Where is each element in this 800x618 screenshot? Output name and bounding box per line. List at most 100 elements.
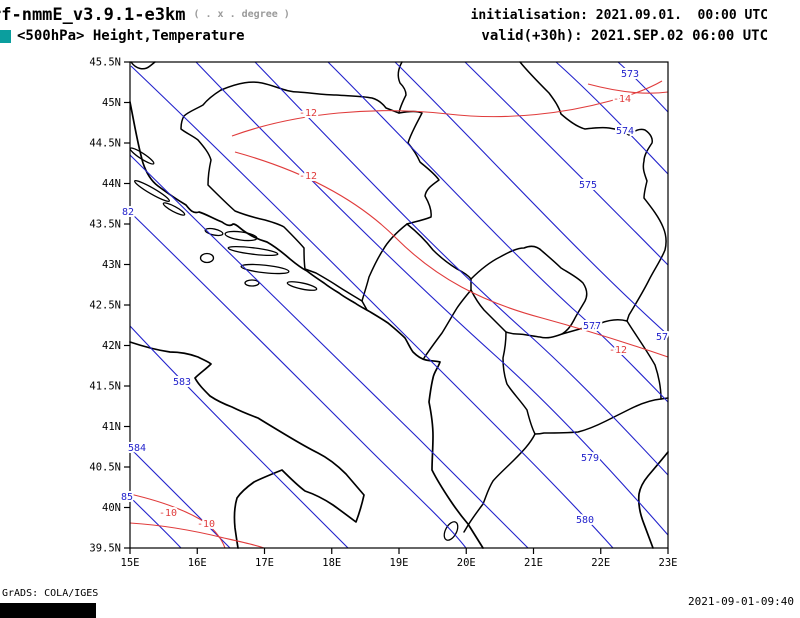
temp-contour-label: -10 bbox=[197, 519, 215, 530]
temperature-contours bbox=[129, 80, 669, 549]
grads-credit: GrADS: COLA/IGES bbox=[2, 588, 99, 599]
height-contour-573 bbox=[617, 61, 669, 113]
axes: 15E 16E 17E 18E 19E 20E 21E 22E 23E 45.5N 45N 44.5N… bbox=[89, 57, 677, 570]
height-contour-label: 584 bbox=[128, 443, 146, 454]
height-contour-582 bbox=[129, 211, 467, 549]
y-axis-tick-label: 45N bbox=[102, 97, 121, 109]
height-contour-577 bbox=[327, 61, 669, 403]
island bbox=[240, 263, 290, 275]
coastline-greece-thermaic-gulf bbox=[637, 451, 669, 549]
temp-contour--12-north bbox=[231, 80, 663, 137]
y-axis-tick-label: 45.5N bbox=[89, 57, 121, 69]
temp-contour--14 bbox=[587, 83, 669, 94]
border-croatia-serbia bbox=[397, 61, 407, 114]
border-serbia-romania-bulgaria bbox=[519, 61, 667, 322]
height-contour-label: 85 bbox=[121, 492, 133, 503]
y-axis-tick-label: 40N bbox=[102, 502, 121, 514]
temp-contour--10-b bbox=[129, 522, 265, 549]
height-contour-576 bbox=[394, 61, 669, 336]
border-montenegro-albania bbox=[423, 289, 472, 359]
border-montenegro-serbia bbox=[406, 223, 472, 280]
coastline-adriatic-east bbox=[129, 101, 484, 549]
y-axis-tick-label: 39.5N bbox=[89, 543, 121, 555]
island bbox=[162, 202, 186, 216]
temp-contour--10-a bbox=[129, 493, 226, 549]
field-title-line: <500hPa> Height,Temperature bbox=[0, 28, 245, 44]
island bbox=[204, 227, 224, 237]
x-axis-tick-label: 23E bbox=[659, 557, 678, 569]
x-axis-tick-label: 22E bbox=[591, 557, 610, 569]
height-contour-580 bbox=[130, 65, 614, 549]
y-axis-tick-label: 40.5N bbox=[89, 462, 121, 474]
x-axis-tick-label: 17E bbox=[255, 557, 274, 569]
height-contour-578 bbox=[254, 61, 669, 476]
y-axis-tick-label: 42N bbox=[102, 340, 121, 352]
y-axis-tick-label: 42.5N bbox=[89, 300, 121, 312]
border-bulgaria-macedonia bbox=[626, 320, 662, 400]
height-contour-label: 82 bbox=[122, 207, 134, 218]
x-axis-tick-label: 19E bbox=[390, 557, 409, 569]
height-contour-label: 574 bbox=[616, 126, 634, 137]
y-axis-tick-label: 43.5N bbox=[89, 219, 121, 231]
island bbox=[227, 245, 279, 257]
field-title: <500hPa> Height,Temperature bbox=[17, 28, 245, 44]
border-greece-albania bbox=[463, 433, 536, 533]
height-contour-label: 579 bbox=[581, 453, 599, 464]
border-slovenia-croatia bbox=[130, 61, 156, 70]
height-contour-583 bbox=[129, 325, 349, 549]
model-title: rf-nmmE_v3.9.1-e3km bbox=[0, 5, 186, 25]
creation-timestamp: 2021-09-01-09:40 bbox=[688, 595, 794, 608]
height-contour-label: 577 bbox=[583, 321, 601, 332]
height-contour-575 bbox=[464, 61, 669, 266]
y-axis-tick-label: 41N bbox=[102, 421, 121, 433]
border-albania-macedonia bbox=[502, 331, 536, 435]
initialisation-time: initialisation: 2021.09.01. 00:00 UTC bbox=[470, 8, 768, 23]
temp-contour--12-central bbox=[234, 151, 669, 358]
height-contour-label: 580 bbox=[576, 515, 594, 526]
temp-contour-label: -12 bbox=[299, 171, 317, 182]
height-contour-label: 57 bbox=[656, 332, 668, 343]
height-contour-579 bbox=[195, 61, 669, 536]
height-contours bbox=[129, 61, 669, 549]
island bbox=[224, 230, 258, 242]
y-axis-tick-label: 43N bbox=[102, 259, 121, 271]
border-greece-macedonia bbox=[534, 397, 669, 435]
border-kosovo-ring bbox=[470, 245, 588, 339]
border-serbia-macedonia bbox=[561, 318, 628, 335]
x-axis-tick-label: 18E bbox=[322, 557, 341, 569]
height-contour-label: 583 bbox=[173, 377, 191, 388]
x-axis-tick-label: 15E bbox=[121, 557, 140, 569]
height-contour-585 bbox=[129, 496, 182, 549]
island-corfu bbox=[443, 521, 459, 541]
teal-marker-square bbox=[0, 29, 11, 43]
coastline-italy bbox=[129, 341, 365, 549]
border-bosnia-montenegro bbox=[361, 223, 408, 302]
temp-contour-label: -12 bbox=[609, 345, 627, 356]
x-axis-tick-label: 16E bbox=[188, 557, 207, 569]
island bbox=[199, 252, 215, 264]
temp-contour-label: -14 bbox=[613, 94, 631, 105]
height-contour-581 bbox=[129, 154, 529, 549]
y-axis-tick-label: 44N bbox=[102, 178, 121, 190]
contour-labels: 573 574 575 57 577 579 580 82 583 584 85 -14 -12 -12 -… bbox=[119, 67, 670, 532]
x-axis-tick-label: 21E bbox=[524, 557, 543, 569]
height-contour-574 bbox=[555, 61, 669, 175]
island bbox=[129, 147, 155, 165]
model-title-line: rf-nmmE_v3.9.1-e3km ( . x . degree ) bbox=[0, 5, 290, 25]
island bbox=[244, 279, 260, 287]
border-bosnia-serbia-drina bbox=[398, 110, 440, 225]
height-contour-label: 575 bbox=[579, 180, 597, 191]
coastlines-and-borders bbox=[129, 61, 669, 549]
border-croatia-bosnia-sava bbox=[220, 81, 400, 114]
y-axis-tick-label: 41.5N bbox=[89, 381, 121, 393]
y-axis-tick-label: 44.5N bbox=[89, 138, 121, 150]
valid-time: valid(+30h): 2021.SEP.02 06:00 UTC bbox=[481, 28, 768, 44]
island bbox=[286, 281, 318, 291]
island bbox=[133, 180, 171, 202]
grid-resolution-note: ( . x . degree ) bbox=[193, 9, 290, 20]
x-axis-tick-label: 20E bbox=[457, 557, 476, 569]
border-croatia-bosnia-west bbox=[180, 89, 368, 311]
temp-contour-label: -10 bbox=[159, 508, 177, 519]
